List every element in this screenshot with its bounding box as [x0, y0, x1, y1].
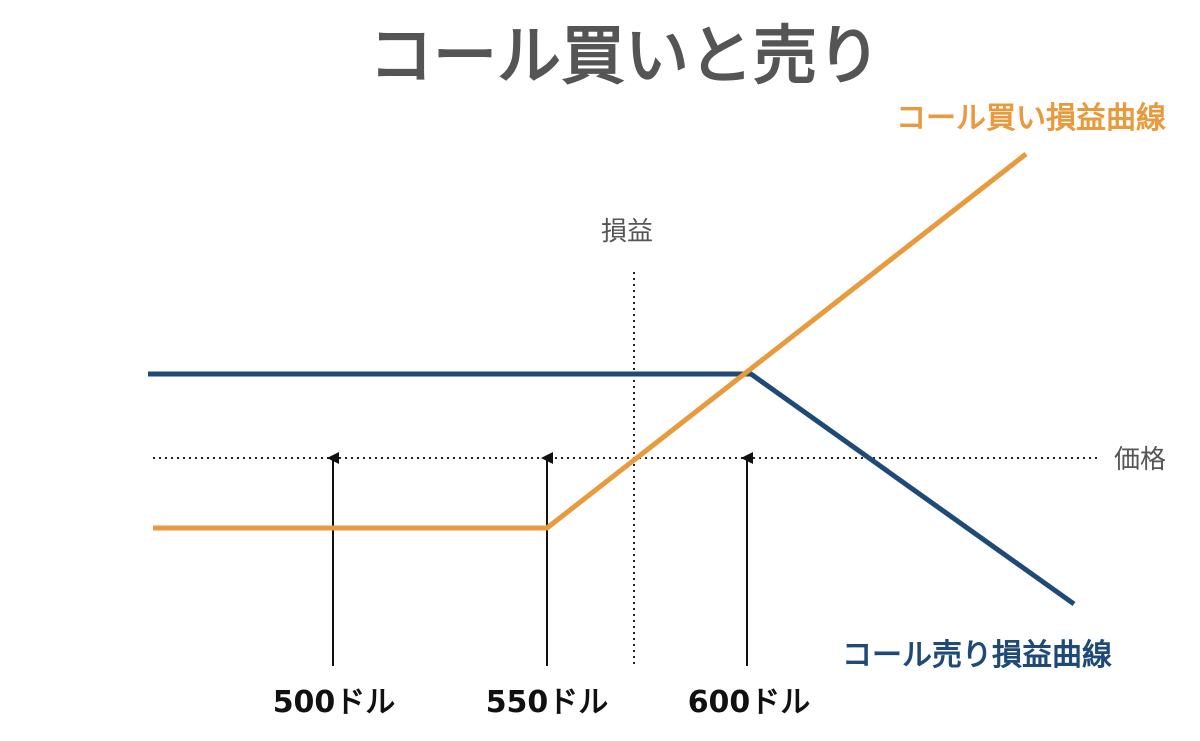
price-label-600: 600ドル — [688, 685, 811, 720]
price-label-500: 500ドル — [273, 685, 396, 720]
call-buy-payoff-line — [153, 152, 1028, 531]
price-axis-label: 価格 — [1114, 445, 1166, 475]
diagram-title: コール買いと売り — [369, 20, 881, 94]
call-sell-series-label: コール売り損益曲線 — [842, 638, 1112, 673]
call-sell-payoff-line — [148, 371, 1076, 607]
call-buy-series-label: コール買い損益曲線 — [896, 101, 1166, 136]
price-label-550: 550ドル — [486, 685, 609, 720]
profit-axis-label: 損益 — [601, 217, 653, 247]
